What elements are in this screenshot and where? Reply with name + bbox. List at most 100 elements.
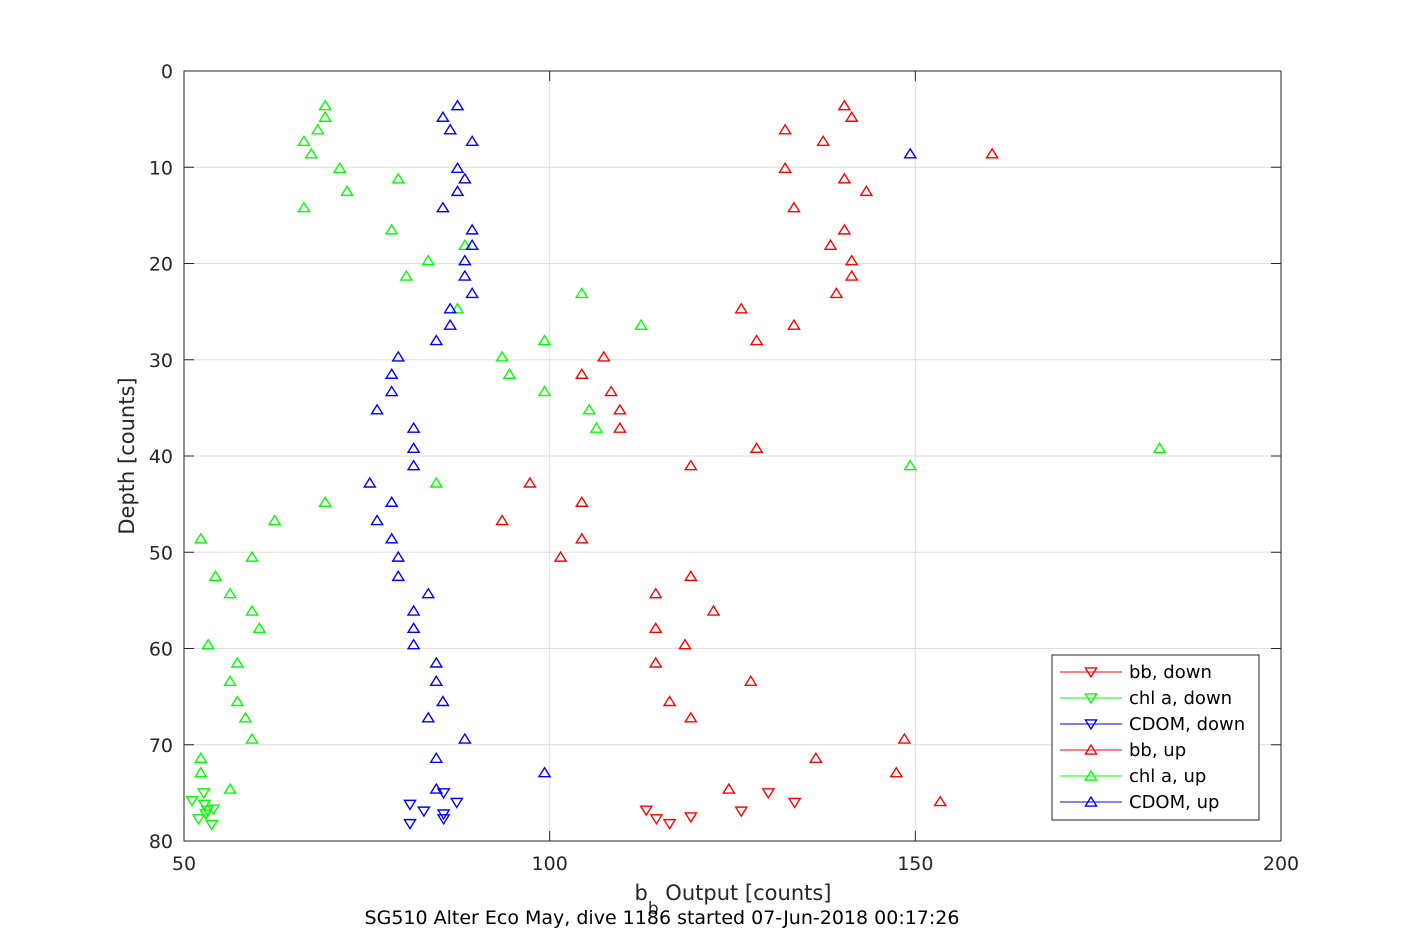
data-point xyxy=(429,674,444,686)
axes xyxy=(183,70,1282,842)
x-axis-label-rest: Output [counts] xyxy=(659,881,832,905)
data-point xyxy=(370,403,384,415)
data-point xyxy=(502,367,517,379)
data-point xyxy=(933,795,948,807)
y-tick-label: 60 xyxy=(149,639,173,661)
data-point xyxy=(304,147,319,159)
legend-label: bb, down xyxy=(1129,662,1212,683)
data-point xyxy=(465,134,479,147)
axes-box xyxy=(183,70,1282,842)
legend-label: chl a, down xyxy=(1129,688,1232,709)
data-point xyxy=(450,161,465,173)
y-tick-label: 30 xyxy=(149,350,173,372)
data-point xyxy=(193,766,208,778)
data-point xyxy=(443,123,458,135)
data-point xyxy=(837,172,852,184)
data-point xyxy=(450,302,465,314)
data-point xyxy=(200,805,215,817)
data-point xyxy=(391,550,406,562)
data-point xyxy=(191,814,206,826)
data-point xyxy=(749,334,764,346)
data-point xyxy=(743,674,758,686)
x-axis-label-main: b xyxy=(634,881,647,905)
data-point xyxy=(230,695,245,707)
y-tick-labels: 0 10 20 30 40 50 60 70 80 xyxy=(149,61,173,853)
data-point xyxy=(406,442,421,454)
data-point xyxy=(421,587,436,599)
data-point xyxy=(844,269,859,281)
data-point xyxy=(318,495,332,507)
data-point xyxy=(238,711,253,723)
legend-label: chl a, up xyxy=(1129,766,1206,787)
data-point xyxy=(683,570,698,582)
data-point xyxy=(1152,442,1167,454)
data-point xyxy=(575,495,589,507)
data-point xyxy=(662,818,677,830)
data-point xyxy=(318,99,332,111)
data-point xyxy=(495,514,509,526)
y-tick-label: 20 xyxy=(149,254,173,276)
data-point xyxy=(634,318,648,330)
data-point xyxy=(823,238,838,250)
x-tick-label: 50 xyxy=(172,853,196,875)
y-tick-label: 80 xyxy=(149,831,173,853)
data-point xyxy=(734,302,749,314)
data-point xyxy=(421,254,436,266)
data-point xyxy=(523,476,537,488)
data-point xyxy=(589,421,604,433)
data-point xyxy=(613,403,627,415)
data-point xyxy=(406,604,421,616)
data-point xyxy=(384,532,399,544)
data-point xyxy=(575,367,589,379)
data-point xyxy=(193,751,208,763)
data-point xyxy=(310,123,325,135)
data-point xyxy=(734,806,749,818)
data-point xyxy=(429,476,444,488)
data-point xyxy=(465,223,479,235)
data-point xyxy=(648,587,663,599)
data-point xyxy=(436,201,450,213)
data-point xyxy=(362,476,377,488)
data-point xyxy=(683,812,698,824)
data-point xyxy=(859,185,874,197)
data-point xyxy=(406,459,421,471)
data-point xyxy=(384,367,399,379)
series-chl-a-down xyxy=(185,788,221,831)
data-point xyxy=(450,99,465,111)
data-point xyxy=(399,269,414,281)
data-point xyxy=(787,797,802,809)
legend: bb, down chl a, down CDOM, down bb, up chl a… xyxy=(1051,654,1260,821)
data-point xyxy=(443,302,458,314)
data-point xyxy=(648,622,663,634)
y-tick-label: 50 xyxy=(149,542,173,564)
legend-marker xyxy=(1084,769,1098,781)
data-point xyxy=(252,622,267,634)
data-point xyxy=(683,711,698,723)
data-point xyxy=(648,656,663,668)
data-point xyxy=(421,711,436,723)
data-point xyxy=(722,782,736,794)
data-point xyxy=(678,638,692,650)
data-point xyxy=(223,674,237,686)
data-point xyxy=(185,795,199,807)
data-point xyxy=(837,223,852,235)
data-point xyxy=(391,570,406,582)
legend-entry: chl a, up xyxy=(1060,766,1206,787)
data-point xyxy=(223,782,237,794)
x-tick-label: 200 xyxy=(1263,853,1299,875)
data-point xyxy=(553,550,568,562)
data-point xyxy=(429,751,444,763)
data-point xyxy=(537,334,552,346)
legend-entry: CDOM, down xyxy=(1060,714,1245,735)
data-point xyxy=(809,751,823,763)
data-point xyxy=(787,201,801,213)
data-point xyxy=(384,385,399,397)
data-point xyxy=(384,223,399,235)
data-point xyxy=(662,695,677,707)
data-point xyxy=(245,550,259,562)
data-point xyxy=(649,814,664,826)
data-point xyxy=(297,201,311,213)
data-point xyxy=(340,185,354,197)
data-point xyxy=(406,638,421,650)
